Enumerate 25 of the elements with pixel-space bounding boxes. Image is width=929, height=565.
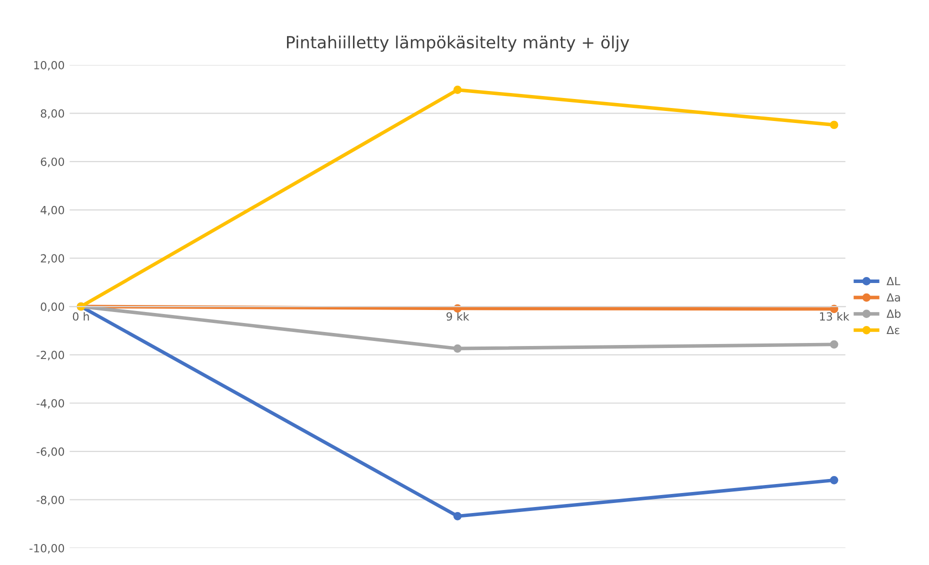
point: [453, 512, 462, 520]
point: [830, 340, 838, 349]
chart-title: Pintahiilletty lämpökäsitelty mänty + öljy: [287, 36, 630, 52]
y-tick-label: -4,00: [36, 399, 64, 409]
point: [453, 344, 462, 353]
y-tick-label: 2,00: [40, 254, 64, 264]
y-tick-label: 8,00: [40, 109, 64, 119]
legend-label: ΔL: [886, 277, 900, 286]
y-tick-label: 0,00: [40, 302, 64, 312]
point: [453, 86, 462, 94]
y-tick-label: -6,00: [36, 447, 64, 457]
y-tick-label: 6,00: [40, 158, 64, 168]
point: [830, 120, 838, 130]
y-tick-label: 10,00: [34, 60, 64, 70]
point: [830, 476, 838, 484]
x-tick-label: 13 kk: [820, 312, 850, 321]
y-tick-label: -2,00: [36, 350, 64, 360]
legend-label: Δa: [886, 293, 900, 302]
y-tick-label: -8,00: [36, 496, 64, 506]
y-tick-label: -10,00: [30, 544, 64, 554]
legend-label: Δε: [886, 326, 900, 334]
legend-label: Δb: [886, 309, 901, 318]
x-tick-label: 9 kk: [446, 312, 470, 321]
y-tick-label: 4,00: [40, 206, 64, 216]
x-tick-label: 0 h: [72, 312, 89, 321]
